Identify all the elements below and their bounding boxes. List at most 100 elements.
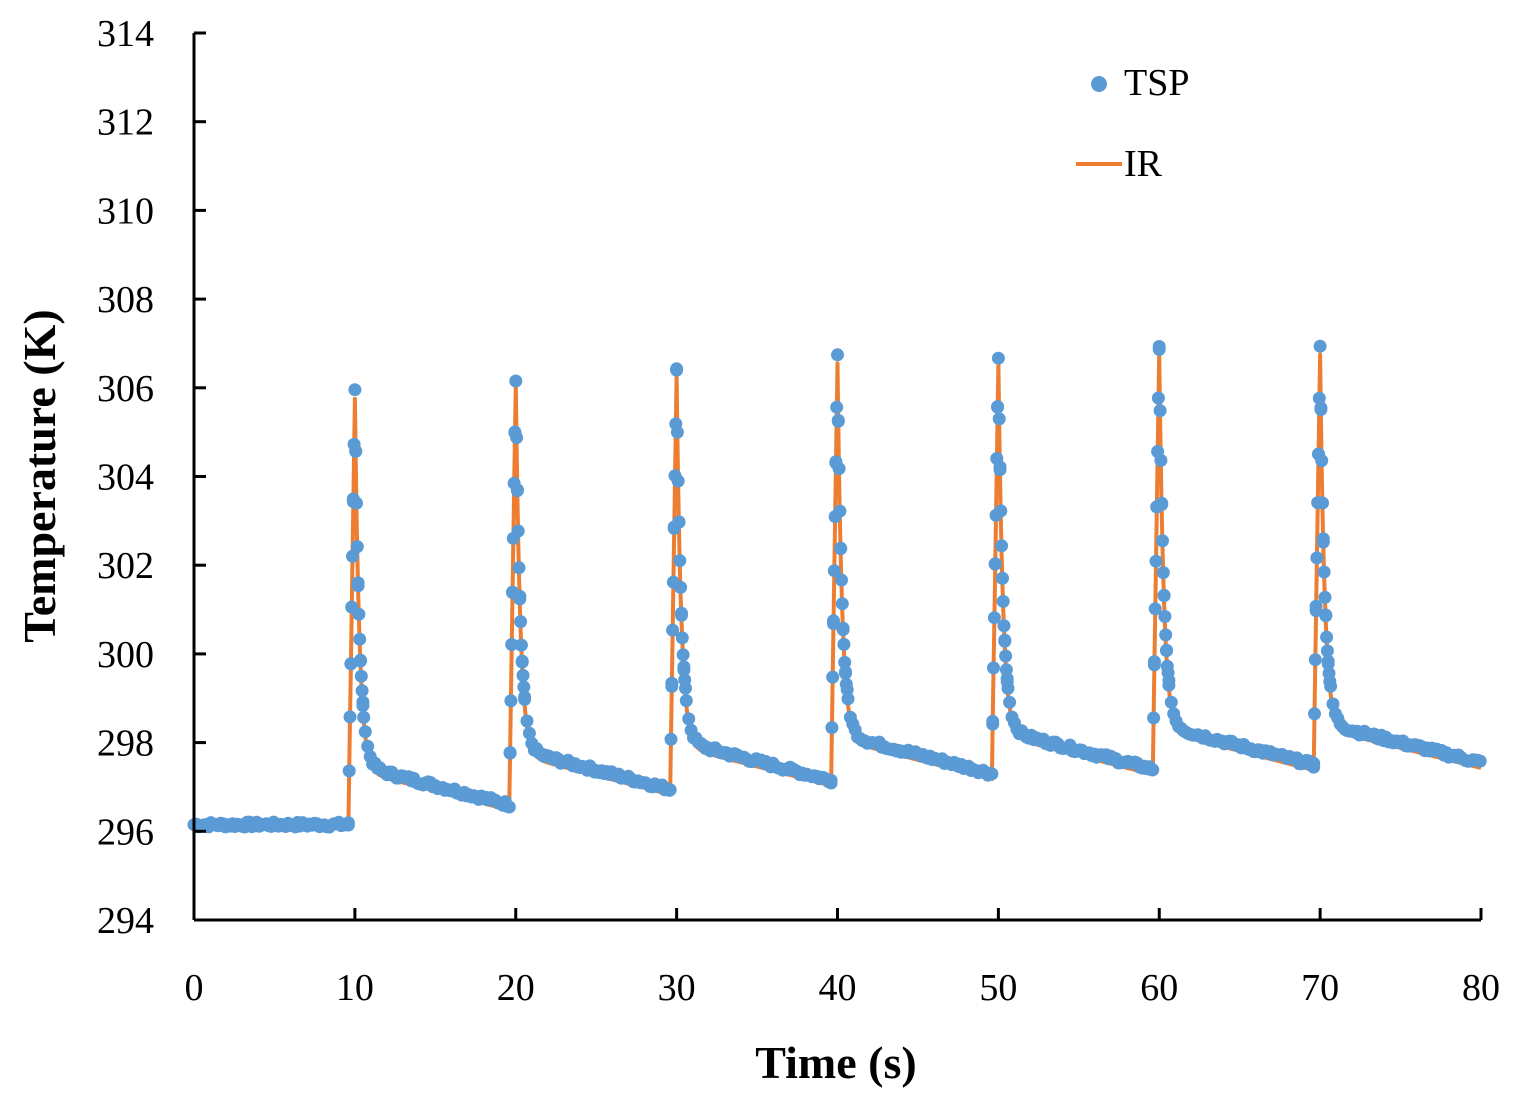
tsp-point [679, 694, 693, 708]
x-axis-title: Time (s) [755, 1037, 916, 1088]
tsp-point [992, 412, 1006, 426]
tsp-point [991, 400, 1005, 414]
tsp-point [827, 564, 841, 578]
tsp-point [1307, 756, 1321, 770]
tsp-point [511, 524, 525, 538]
tsp-point [522, 726, 536, 740]
tsp-point [1147, 655, 1161, 669]
tsp-point [348, 383, 362, 397]
tsp-point [674, 580, 688, 594]
x-tick-label: 0 [185, 967, 204, 1009]
y-tick-label: 310 [97, 190, 154, 232]
tsp-point [1154, 453, 1168, 467]
tsp-point [832, 462, 846, 476]
x-tick-label: 80 [1462, 967, 1500, 1009]
tsp-point [841, 692, 855, 706]
tsp-point [664, 732, 678, 746]
tsp-point [1313, 339, 1327, 353]
tsp-point [353, 632, 367, 646]
y-tick-label: 298 [97, 723, 154, 765]
tsp-point [1319, 609, 1333, 623]
x-tick-label: 70 [1301, 967, 1339, 1009]
tsp-point [356, 695, 370, 709]
tsp-point [502, 800, 516, 814]
tsp-point [839, 666, 852, 680]
tsp-point [349, 444, 363, 458]
legend: TSP IR [1076, 62, 1189, 185]
tsp-point [512, 561, 526, 575]
y-tick-label: 296 [97, 811, 154, 853]
tsp-point [671, 474, 685, 488]
tsp-point [1316, 496, 1329, 510]
tsp-point [1160, 644, 1173, 658]
tsp-point [673, 554, 687, 568]
tsp-point [341, 816, 355, 830]
tsp-point [355, 684, 369, 698]
tsp-point [1473, 754, 1487, 768]
tsp-point [1151, 391, 1165, 405]
tsp-point [352, 607, 366, 621]
y-tick-label: 306 [97, 368, 154, 410]
tsp-point [670, 363, 684, 377]
tsp-point [1315, 454, 1329, 468]
tsp-point [503, 746, 517, 759]
tsp-point [516, 668, 530, 682]
tsp-point [350, 540, 364, 554]
tsp-point [505, 638, 519, 651]
tsp-point [1152, 342, 1166, 356]
tsp-point [510, 431, 524, 445]
tsp-point [826, 670, 840, 684]
tsp-point [996, 594, 1010, 608]
x-tick-label: 40 [819, 967, 857, 1009]
tsp-point [682, 712, 696, 726]
x-tick-label: 50 [979, 967, 1017, 1009]
x-tick-label: 30 [658, 967, 696, 1009]
tsp-point [1001, 681, 1015, 695]
legend-tsp-marker [1091, 76, 1107, 92]
tsp-point [504, 694, 518, 708]
tsp-point [993, 460, 1007, 474]
y-tick-label: 302 [97, 545, 154, 587]
tsp-point [1317, 565, 1331, 579]
tsp-point [825, 721, 839, 735]
tsp-point [1318, 590, 1332, 604]
legend-tsp-label: TSP [1124, 62, 1189, 104]
tsp-point [833, 504, 847, 518]
tsp-point [510, 484, 524, 498]
tsp-series [187, 339, 1487, 834]
tsp-point [831, 348, 844, 362]
tsp-point [342, 764, 356, 778]
tsp-point [1310, 551, 1324, 565]
tsp-point [1308, 653, 1322, 667]
tsp-point [1308, 707, 1321, 721]
tsp-point [837, 637, 851, 651]
tsp-point [361, 739, 375, 753]
tsp-point [1153, 404, 1167, 418]
tsp-point [515, 654, 529, 668]
tsp-point [985, 767, 999, 781]
tsp-point [1162, 678, 1176, 692]
tsp-point [995, 539, 1009, 553]
tsp-point [514, 615, 528, 629]
tsp-point [514, 638, 528, 652]
tsp-point [513, 589, 527, 603]
tsp-point [1320, 630, 1334, 644]
tsp-point [1146, 763, 1160, 777]
tsp-point [346, 549, 359, 563]
tsp-point [1164, 695, 1178, 709]
tsp-point [672, 515, 686, 529]
tsp-point [354, 669, 368, 683]
tsp-point [835, 573, 848, 587]
tsp-point [1156, 566, 1170, 580]
tsp-point [836, 621, 850, 635]
tsp-point [676, 648, 690, 662]
tsp-point [679, 681, 692, 695]
x-tick-label: 10 [336, 967, 374, 1009]
tsp-point [677, 660, 691, 674]
tsp-point [343, 710, 357, 724]
tsp-point [1157, 589, 1171, 603]
tsp-point [663, 783, 677, 797]
tsp-point [675, 631, 689, 645]
tsp-point [351, 579, 365, 593]
